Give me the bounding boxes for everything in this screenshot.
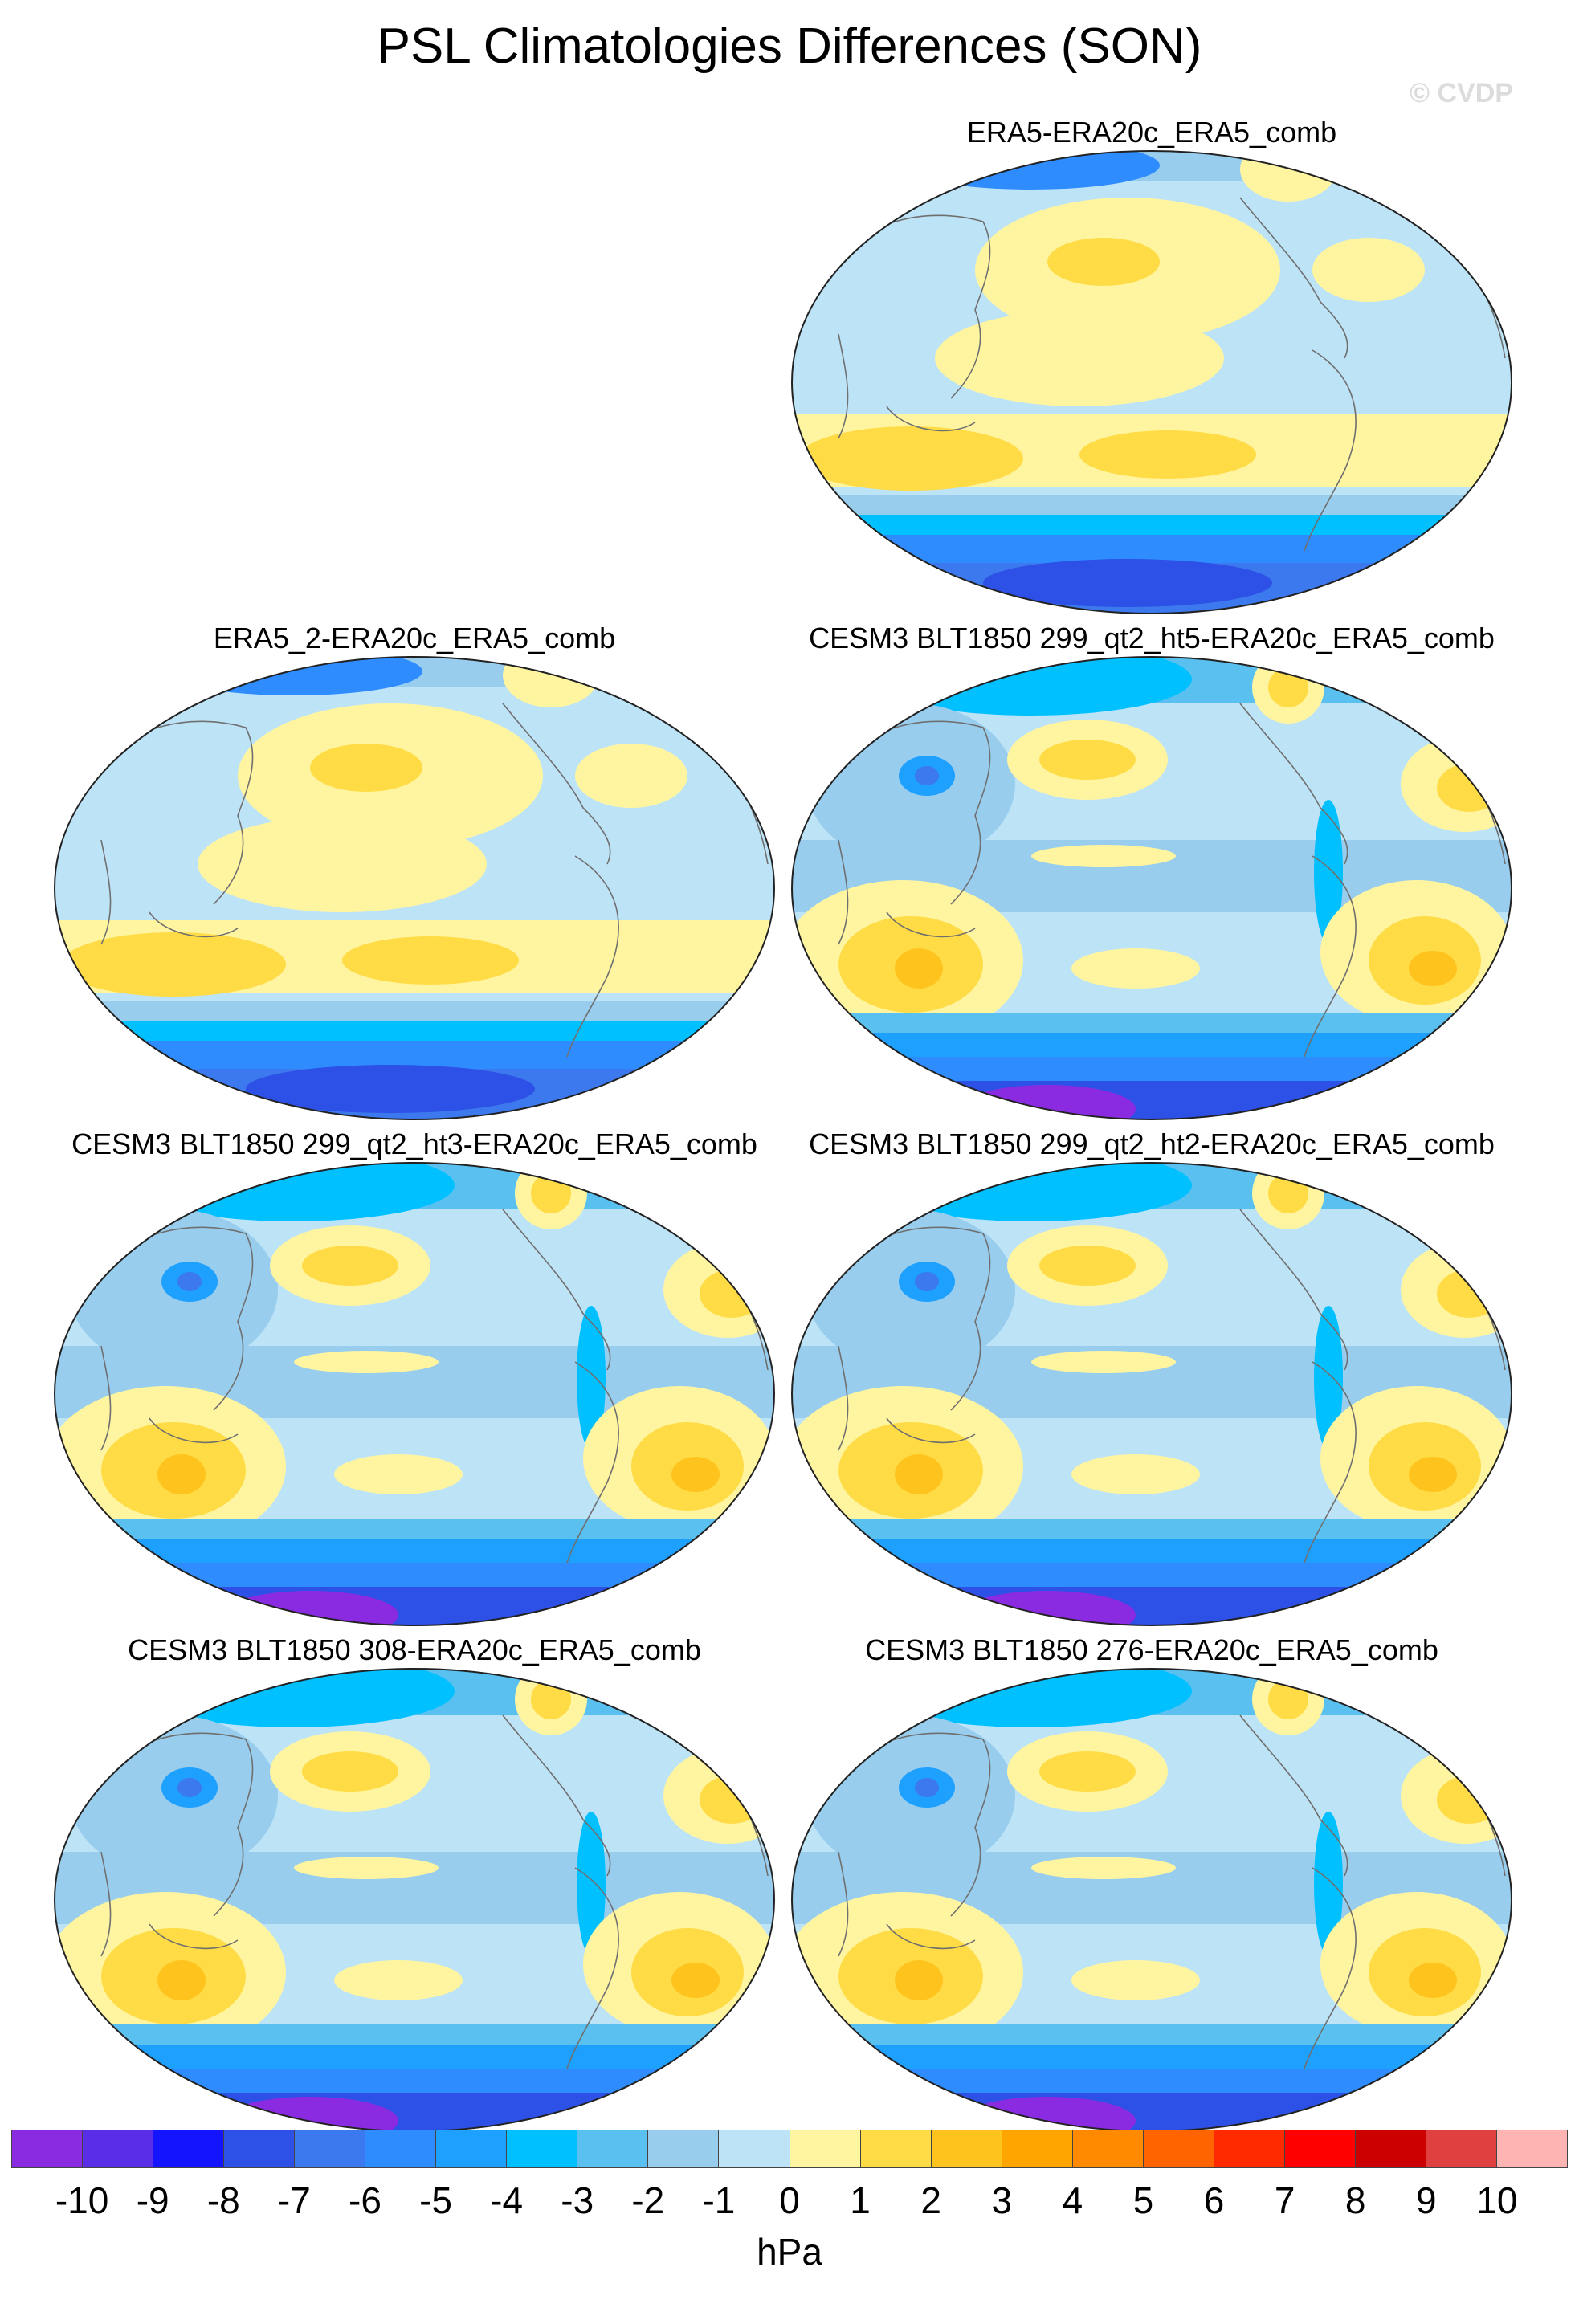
figure-title: PSL Climatologies Differences (SON) xyxy=(377,18,1202,74)
map-panel-5 xyxy=(790,1161,1513,1627)
colorbar-cell xyxy=(12,2130,84,2167)
map-panel-3 xyxy=(790,655,1513,1121)
panel-title-7: CESM3 BLT1850 276-ERA20c_ERA5_comb xyxy=(865,1633,1438,1666)
colorbar-cell xyxy=(1284,2130,1356,2167)
panel-title-4: CESM3 BLT1850 299_qt2_ht3-ERA20c_ERA5_co… xyxy=(71,1127,757,1160)
colorbar-tick-label: 5 xyxy=(1132,2179,1154,2221)
colorbar-tick-label: -7 xyxy=(277,2179,311,2221)
colorbar-cell xyxy=(1355,2130,1426,2167)
colorbar-tick-label: -6 xyxy=(349,2179,381,2221)
map-panel-6 xyxy=(53,1667,776,2133)
colorbar-tick-label: -1 xyxy=(702,2179,736,2221)
colorbar-tick-label: -8 xyxy=(206,2179,240,2221)
colorbar-tick-label: 1 xyxy=(850,2179,871,2221)
colorbar-cell xyxy=(83,2130,154,2167)
map-panel-1 xyxy=(790,149,1513,615)
colorbar-tick-label: 3 xyxy=(991,2179,1013,2221)
colorbar-tick-label: -3 xyxy=(561,2179,594,2221)
colorbar-tick-label: 2 xyxy=(920,2179,941,2221)
colorbar-cell xyxy=(295,2130,366,2167)
colorbar-tick-label: 6 xyxy=(1203,2179,1225,2221)
colorbar-labels: -10 -9 -8 -7 -6 -5 -4 -3 -2 -1 0 1 2 3 4 5 6 7 8 9 10 xyxy=(11,2178,1568,2226)
colorbar-cell xyxy=(1496,2130,1568,2167)
colorbar-tick-label: -5 xyxy=(419,2179,452,2221)
colorbar-tick-label: 9 xyxy=(1416,2179,1437,2221)
map-panel-7 xyxy=(790,1667,1513,2133)
colorbar-cell xyxy=(1214,2130,1285,2167)
colorbar-units: hPa xyxy=(757,2231,822,2273)
colorbar-cell xyxy=(719,2130,790,2167)
colorbar-tick-label: -9 xyxy=(136,2179,169,2221)
colorbar-cell xyxy=(931,2130,1002,2167)
panel-title-6: CESM3 BLT1850 308-ERA20c_ERA5_comb xyxy=(128,1633,701,1666)
colorbar-cell xyxy=(224,2130,296,2167)
colorbar-cell xyxy=(860,2130,932,2167)
colorbar-cell xyxy=(790,2130,861,2167)
colorbar-tick-label: -4 xyxy=(490,2179,524,2221)
colorbar-cell xyxy=(365,2130,437,2167)
colorbar-tick-label: 8 xyxy=(1344,2179,1366,2221)
colorbar-cell xyxy=(648,2130,720,2167)
panel-title-2: ERA5_2-ERA20c_ERA5_comb xyxy=(213,622,616,654)
colorbar-cell xyxy=(1143,2130,1214,2167)
colorbar-cell xyxy=(577,2130,649,2167)
map-panel-4 xyxy=(53,1161,776,1627)
panel-title-3: CESM3 BLT1850 299_qt2_ht5-ERA20c_ERA5_co… xyxy=(809,622,1495,654)
colorbar-cell xyxy=(1002,2130,1073,2167)
panel-title-5: CESM3 BLT1850 299_qt2_ht2-ERA20c_ERA5_co… xyxy=(809,1127,1495,1160)
colorbar xyxy=(11,2130,1568,2168)
panel-title-1: ERA5-ERA20c_ERA5_comb xyxy=(966,116,1337,149)
colorbar-tick-label: 10 xyxy=(1476,2179,1518,2221)
colorbar-cell xyxy=(507,2130,578,2167)
colorbar-cell xyxy=(1072,2130,1144,2167)
colorbar-tick-label: 0 xyxy=(779,2179,800,2221)
colorbar-tick-label: -10 xyxy=(55,2179,109,2221)
colorbar-cell xyxy=(153,2130,225,2167)
map-panel-2 xyxy=(53,655,776,1121)
colorbar-cell xyxy=(1426,2130,1497,2167)
watermark: © CVDP xyxy=(1410,78,1513,108)
colorbar-cell xyxy=(436,2130,508,2167)
colorbar-tick-label: 7 xyxy=(1274,2179,1295,2221)
colorbar-tick-label: -2 xyxy=(631,2179,665,2221)
colorbar-tick-label: 4 xyxy=(1062,2179,1083,2221)
